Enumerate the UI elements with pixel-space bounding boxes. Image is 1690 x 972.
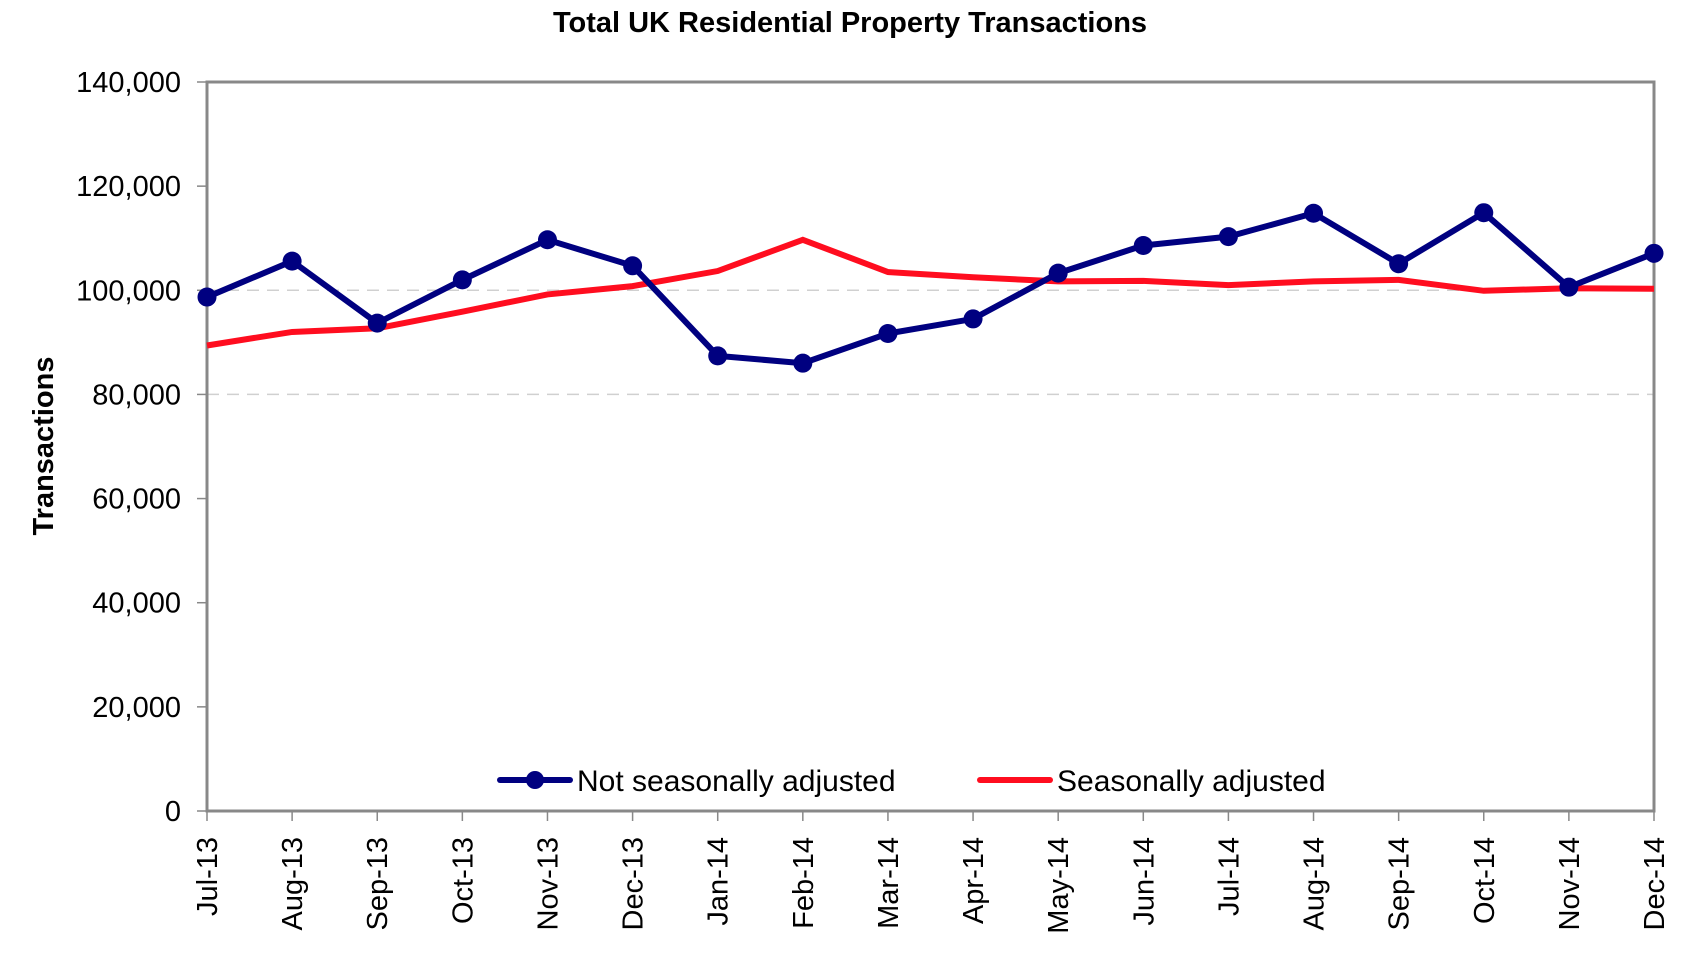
series-seasonally-adjusted [206,236,1655,349]
x-tick-label: Mar-14 [873,837,905,929]
x-tick-label: Aug-14 [1299,837,1331,931]
legend-background [490,752,1370,808]
series-line-seasonally-adjusted [206,236,1655,349]
x-tick-label: Dec-14 [1639,837,1671,931]
x-tick-label: Sep-14 [1384,837,1416,931]
x-tick-label: Apr-14 [958,837,990,924]
data-point [367,313,387,333]
data-point [452,270,472,290]
data-point [1389,254,1409,274]
y-tick-label: 0 [165,796,181,828]
chart-title: Total UK Residential Property Transactio… [553,7,1147,39]
series [197,203,1664,373]
data-point [1304,203,1324,223]
y-tick-label: 120,000 [76,171,181,203]
y-tick-label: 100,000 [76,275,181,307]
data-point [282,251,302,271]
x-tick-label: Feb-14 [788,837,820,929]
y-tick-label: 60,000 [92,484,181,516]
y-tick-label: 80,000 [92,379,181,411]
x-tick-label: Aug-13 [277,837,309,931]
x-tick-label: Jul-13 [192,837,224,916]
data-point [793,353,813,373]
x-tick-label: Jun-14 [1128,837,1160,926]
data-point [623,256,643,276]
legend-marker-not-seasonally-adjusted [526,771,544,789]
data-point [1218,227,1238,247]
series-line-not-seasonally-adjusted [205,209,1656,367]
plot-area-frame [205,80,1656,813]
series-not-seasonally-adjusted [197,203,1664,373]
data-point [878,324,898,344]
x-tick-label: Oct-13 [447,837,479,924]
data-point [1644,243,1664,263]
legend-label-seasonally-adjusted: Seasonally adjusted [1057,765,1326,798]
x-tick-label: Sep-13 [362,837,394,931]
x-tick-label: Jul-14 [1213,837,1245,916]
x-tick-label: Oct-14 [1469,837,1501,924]
data-point [1559,277,1579,297]
y-axis-label: Transactions [28,357,60,536]
data-point [1474,203,1494,223]
y-tick-label: 140,000 [76,67,181,99]
legend: Not seasonally adjusted Seasonally adjus… [490,752,1370,808]
x-axis-ticks: Jul-13 Aug-13 Sep-13 Oct-13 Nov-13 Dec-13 Jan-… [192,811,1671,934]
data-point [1048,263,1068,283]
data-point [537,230,557,250]
data-point [963,309,983,329]
y-axis-ticks: 0 20,000 40,000 60,000 80,000 100,000 120,000 1… [76,67,207,828]
x-tick-label: Dec-13 [618,837,650,931]
y-tick-label: 40,000 [92,588,181,620]
legend-label-not-seasonally-adjusted: Not seasonally adjusted [577,765,896,798]
data-point [708,346,728,366]
x-tick-label: Nov-13 [532,837,564,931]
y-tick-label: 20,000 [92,692,181,724]
x-tick-label: Jan-14 [703,837,735,926]
gridlines [207,289,1654,396]
x-tick-label: May-14 [1043,837,1075,934]
data-point [1133,236,1153,256]
data-point [197,287,217,307]
x-tick-label: Nov-14 [1554,837,1586,931]
